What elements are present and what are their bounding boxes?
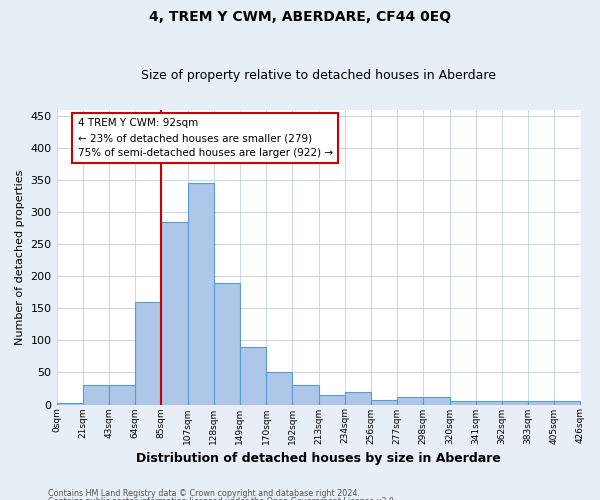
Bar	[292, 386, 319, 404]
Bar	[214, 282, 240, 405]
Bar	[161, 222, 188, 404]
Y-axis label: Number of detached properties: Number of detached properties	[15, 170, 25, 344]
Title: Size of property relative to detached houses in Aberdare: Size of property relative to detached ho…	[141, 69, 496, 82]
Bar	[424, 397, 449, 404]
Bar	[83, 386, 109, 404]
Bar	[319, 395, 345, 404]
Bar	[397, 397, 424, 404]
Bar	[240, 347, 266, 405]
Bar	[56, 403, 83, 404]
Text: Contains public sector information licensed under the Open Government Licence v3: Contains public sector information licen…	[48, 497, 397, 500]
Bar	[502, 402, 528, 404]
X-axis label: Distribution of detached houses by size in Aberdare: Distribution of detached houses by size …	[136, 452, 501, 465]
Bar	[554, 402, 580, 404]
Bar	[188, 184, 214, 404]
Bar	[135, 302, 161, 404]
Bar	[109, 386, 135, 404]
Bar	[449, 402, 476, 404]
Text: Contains HM Land Registry data © Crown copyright and database right 2024.: Contains HM Land Registry data © Crown c…	[48, 488, 360, 498]
Bar	[371, 400, 397, 404]
Text: 4, TREM Y CWM, ABERDARE, CF44 0EQ: 4, TREM Y CWM, ABERDARE, CF44 0EQ	[149, 10, 451, 24]
Bar	[476, 402, 502, 404]
Text: 4 TREM Y CWM: 92sqm
← 23% of detached houses are smaller (279)
75% of semi-detac: 4 TREM Y CWM: 92sqm ← 23% of detached ho…	[77, 118, 332, 158]
Bar	[345, 392, 371, 404]
Bar	[266, 372, 292, 404]
Bar	[528, 402, 554, 404]
